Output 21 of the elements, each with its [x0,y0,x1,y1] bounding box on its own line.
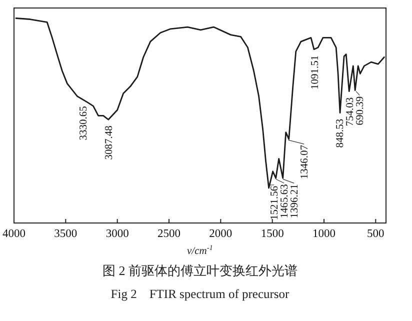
annotation: 3330.65 [78,106,90,140]
x-tick-label: 4000 [2,228,26,240]
text: 图 2 前驱体的傅立叶变换红外光谱 [102,263,298,278]
x-tick-label: 1000 [312,228,336,240]
annotation: 1346.07 [300,145,311,180]
x-tick-label: 500 [367,228,385,240]
annotation: 690.39 [355,96,366,126]
x-tick-label: 3000 [106,228,130,240]
annotation: 3087.48 [104,126,115,160]
text: Fig 2 FTIR spectrum of precursor [110,287,290,301]
x-tick-label: 1500 [260,228,284,240]
annotation: 754.03 [345,97,356,126]
annotation: 1396.21 [290,184,301,218]
x-tick-label: 2500 [158,228,181,240]
x-tick-label: 3500 [54,228,78,240]
annotation: 1521.56 [270,186,281,220]
x-axis-title: ν/cm$^{-1}$ [187,242,213,257]
annotation: 1465.63 [280,184,291,218]
x-tick-label: 2000 [209,228,232,240]
annotation: 1091.51 [310,55,322,90]
annotation: 848.53 [335,118,346,148]
